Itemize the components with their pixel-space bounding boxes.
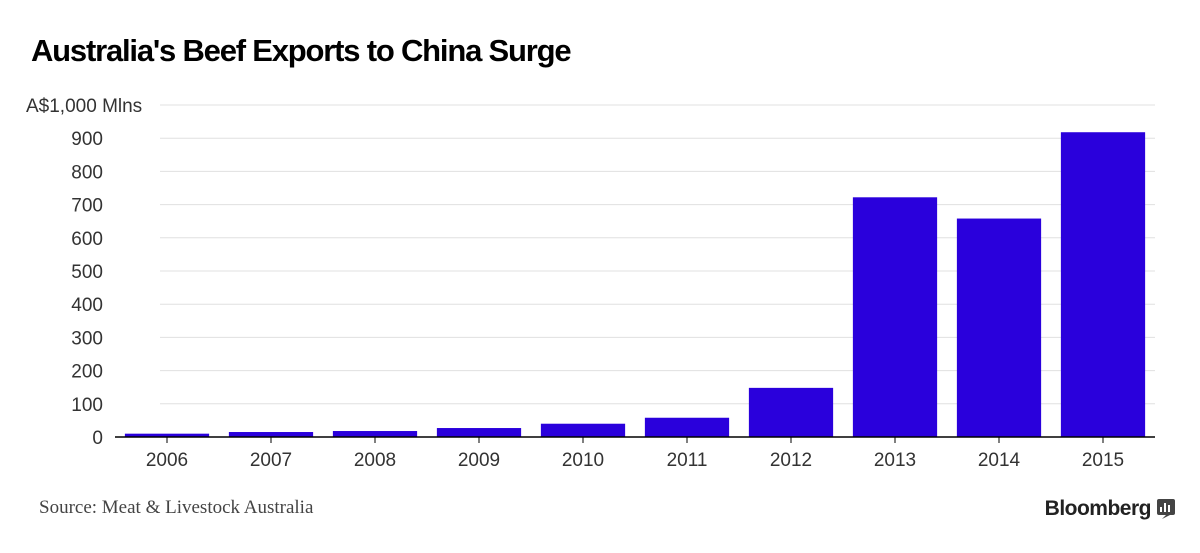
chart-title: Australia's Beef Exports to China Surge [31,33,572,68]
y-tick-label: 500 [71,262,103,283]
y-tick-label: 900 [71,129,103,150]
y-tick-label: 300 [71,328,103,349]
y-axis-ticks: 0 100 200 300 400 500 600 700 800 900 A$1,000 Mlns [26,96,142,449]
x-tick-label: 2006 [146,450,188,471]
bar-2008 [332,431,418,437]
bar-2012 [748,387,834,437]
y-tick-label: 700 [71,196,103,217]
x-tick-label: 2007 [250,450,292,471]
y-tick-label: 0 [92,428,103,449]
bar-2010 [540,423,626,437]
x-tick-label: 2011 [667,450,708,471]
gridlines [160,104,1155,405]
bar-2007 [228,432,314,437]
x-tick-label: 2010 [562,450,604,471]
bloomberg-chart-icon [1157,499,1175,519]
bar-2009 [436,428,522,437]
x-tick-label: 2008 [354,450,396,471]
y-tick-label: 400 [71,295,103,316]
brand-logo: Bloomberg [1045,497,1175,521]
y-axis-unit-label: A$1,000 Mlns [26,96,142,117]
y-tick-label: 800 [71,162,103,183]
x-tick-label: 2013 [874,450,916,471]
x-tick-label: 2009 [458,450,500,471]
y-tick-label: 100 [71,395,103,416]
x-tick-label: 2015 [1082,450,1124,471]
bar-2011 [644,417,730,437]
source-note: Source: Meat & Livestock Australia [39,497,314,518]
x-tick-label: 2012 [770,450,812,471]
x-tick-label: 2014 [978,450,1021,471]
bar-2015 [1060,132,1146,437]
y-tick-label: 600 [71,229,103,250]
bar-2006 [124,433,210,437]
brand-name: Bloomberg [1044,497,1152,520]
bars [124,132,1146,437]
bar-2014 [956,218,1042,437]
bar-2013 [852,197,938,437]
y-tick-label: 200 [71,362,103,383]
x-axis-ticks: 2006 2007 2008 2009 2010 2011 2012 2013 2014 2015 [146,437,1124,471]
